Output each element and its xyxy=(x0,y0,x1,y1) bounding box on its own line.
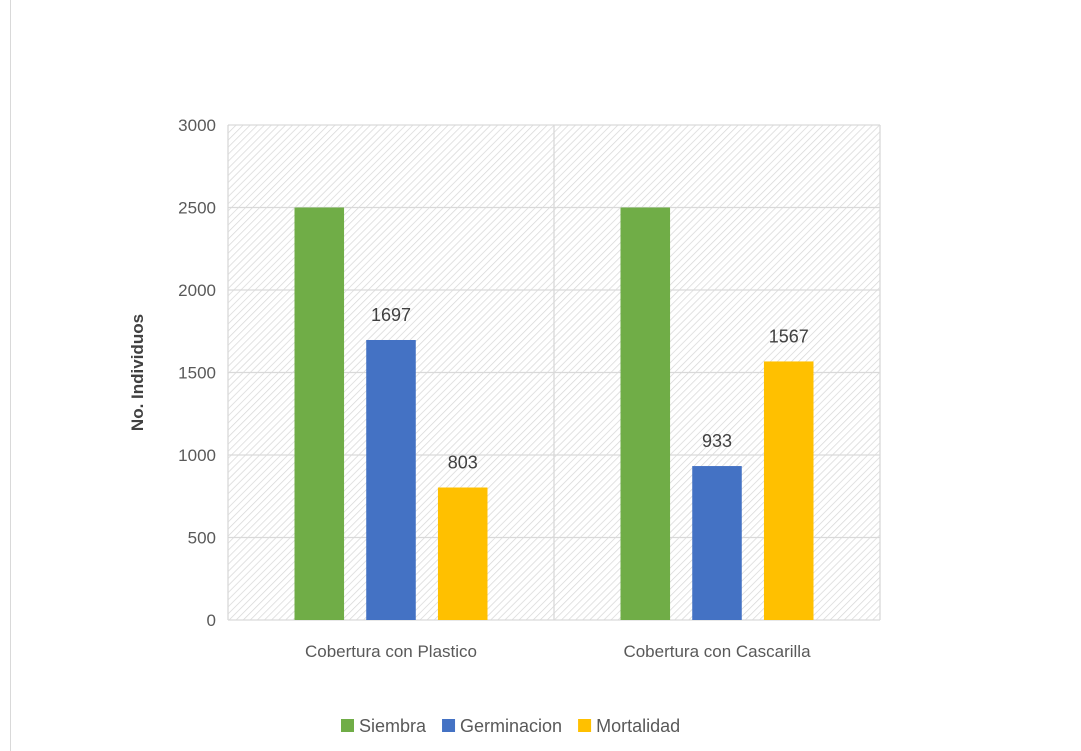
bars xyxy=(294,207,814,620)
legend-label-mortalidad: Mortalidad xyxy=(596,716,680,736)
y-tick-label: 500 xyxy=(188,529,216,548)
data-label: 933 xyxy=(702,431,732,451)
bar-mortalidad-1 xyxy=(763,361,814,620)
legend-label-siembra: Siembra xyxy=(359,716,427,736)
y-tick-label: 1500 xyxy=(178,364,216,383)
y-tick-label: 2000 xyxy=(178,281,216,300)
bar-germinacion-1 xyxy=(692,466,742,620)
legend-swatch-germinacion xyxy=(442,719,456,732)
x-category-label: Cobertura con Plastico xyxy=(305,642,477,661)
y-tick-label: 1000 xyxy=(178,446,216,465)
bar-siembra-0 xyxy=(294,207,345,620)
legend-label-germinacion: Germinacion xyxy=(460,716,562,736)
x-axis-categories: Cobertura con Plastico Cobertura con Casc… xyxy=(305,642,811,661)
legend: Siembra Germinacion Mortalidad xyxy=(341,716,680,736)
y-tick-label: 0 xyxy=(207,611,216,630)
data-label: 803 xyxy=(448,453,478,473)
y-tick-label: 3000 xyxy=(178,116,216,135)
x-category-label: Cobertura con Cascarilla xyxy=(623,642,811,661)
chart-frame xyxy=(10,0,1081,751)
bar-siembra-1 xyxy=(620,207,671,620)
legend-swatch-mortalidad xyxy=(578,719,592,732)
data-label: 1697 xyxy=(371,305,411,325)
data-label: 1567 xyxy=(769,326,809,346)
data-labels: 1697 803 933 1567 xyxy=(371,305,809,473)
legend-swatch-siembra xyxy=(341,719,354,732)
y-axis-ticks: 0 500 1000 1500 2000 2500 3000 xyxy=(178,116,216,630)
y-axis-title: No. Individuos xyxy=(128,314,147,431)
bar-germinacion-0 xyxy=(366,339,416,620)
y-tick-label: 2500 xyxy=(178,199,216,218)
bar-mortalidad-0 xyxy=(437,487,488,620)
